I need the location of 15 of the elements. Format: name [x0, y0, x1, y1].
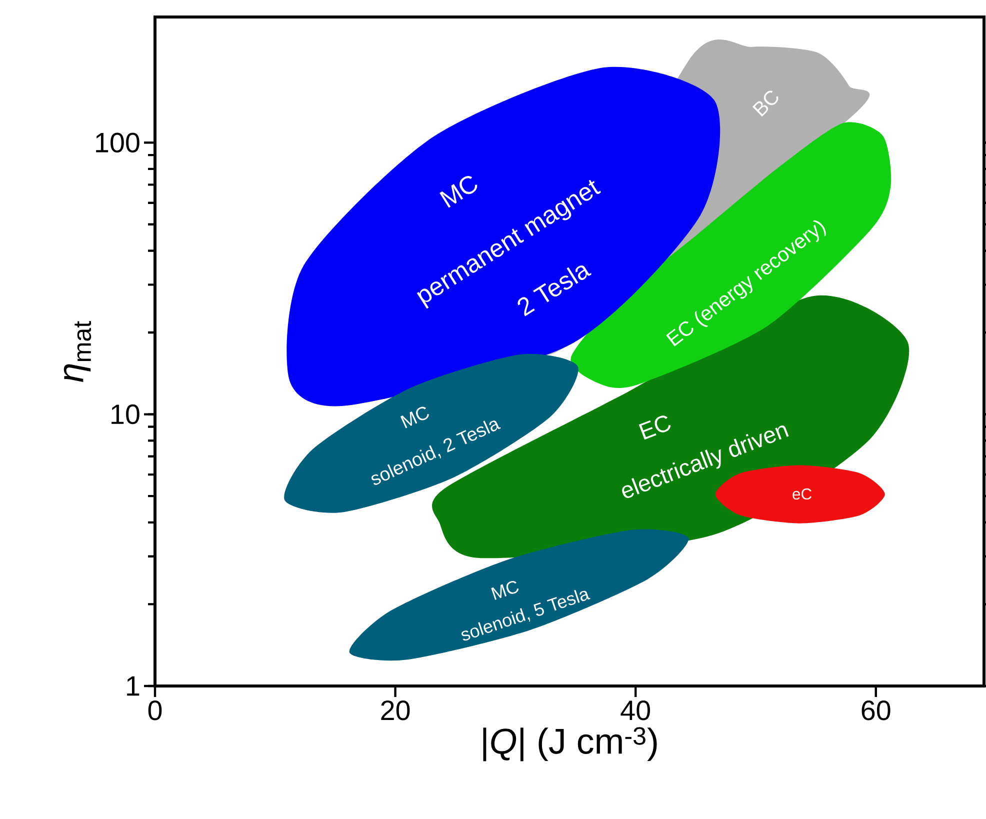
x-tick-label: 20: [381, 700, 410, 720]
x-tick-label: 40: [620, 700, 650, 720]
annotation: EC: [638, 416, 671, 440]
y-tick-label: 100: [96, 132, 140, 152]
annotation: MC: [491, 580, 519, 600]
annotation: eC: [792, 488, 812, 500]
annotation: MC: [440, 176, 478, 208]
y-tick-label: 10: [112, 404, 140, 424]
y-axis-title: η$_{mat}$: [64, 321, 92, 382]
y-tick-label: 1: [127, 676, 140, 696]
x-axis-title: |Q| (J cm$^{-3}$): [483, 727, 657, 762]
x-tick-label: 60: [862, 700, 890, 720]
x-tick-label: 0: [148, 700, 162, 720]
annotation: BC: [752, 90, 778, 117]
annotation: MC: [400, 406, 429, 428]
